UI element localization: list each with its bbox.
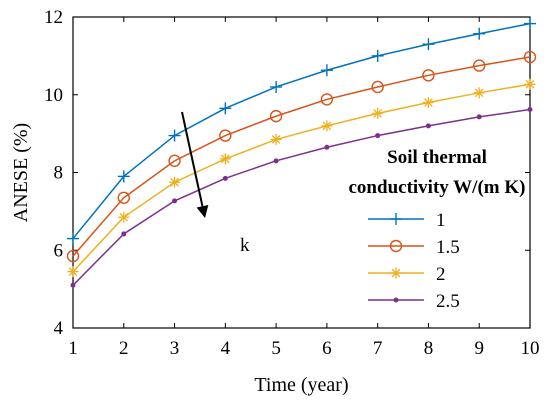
legend-label: 1.5 [436,237,460,258]
legend-title-line2: conductivity W/(m K) [349,177,526,198]
data-point [269,109,283,123]
data-point [168,154,181,168]
series-2-5 [70,107,533,288]
data-point [527,107,533,113]
data-point [67,232,79,245]
data-point [523,50,537,64]
data-point [219,153,231,165]
series-line [72,83,531,273]
legend-marker [389,239,403,253]
legend-entry-2: 2 [368,264,446,285]
x-tick-label: 5 [271,338,281,359]
legend-marker [390,267,402,279]
data-point [324,144,330,150]
x-tick-label: 7 [373,338,383,359]
data-point [270,80,283,93]
data-point [222,175,228,181]
legend-label: 1 [436,210,446,231]
data-point [524,78,536,90]
annotation-arrow [181,111,204,207]
data-point [422,38,435,51]
data-point [371,49,384,62]
data-point [473,87,485,99]
y-tick-label: 4 [54,318,64,339]
annotation-arrow-head [196,205,209,218]
legend-entry-1: 1 [368,210,446,231]
data-point [67,266,79,278]
data-point [117,170,130,183]
series-line [72,22,531,240]
x-tick-label: 2 [119,338,129,359]
data-point [320,93,334,106]
data-point [422,97,434,109]
x-tick-label: 9 [474,338,484,359]
data-point [117,191,130,204]
x-tick-label: 3 [170,338,180,359]
legend-label: 2 [436,264,446,285]
data-point [473,59,486,72]
data-point [169,176,181,188]
y-tick-label: 6 [54,240,64,261]
data-point [121,231,127,237]
plot-series [66,17,537,288]
legend: Soil thermal conductivity W/(m K) 1 1.5 2 2… [349,147,526,312]
legend-entry-1-5: 1.5 [368,237,460,258]
series-2 [67,78,536,278]
legend-entry-2-5: 2.5 [368,291,460,312]
series-1 [67,17,536,245]
annotation: k [181,111,250,256]
series-line [72,56,531,257]
legend-title-line1: Soil thermal [387,147,487,168]
y-tick-label: 8 [54,163,64,184]
legend-marker [393,297,399,303]
x-tick-label: 1 [68,338,78,359]
x-axis-label: Time (year) [254,374,348,396]
data-point [219,129,232,142]
data-point [524,17,536,30]
series-1-5 [66,50,537,263]
x-tick-label: 10 [521,338,540,359]
data-point [476,114,482,120]
data-point [70,282,76,288]
data-point [321,120,333,132]
data-point [219,102,232,115]
plot-frame [72,16,531,329]
legend-marker [390,213,402,225]
series-line [72,108,531,286]
data-point [168,129,181,142]
data-point [320,64,333,77]
data-point [372,107,384,119]
y-tick-label: 10 [44,85,63,106]
data-point [270,133,282,145]
data-point [375,133,381,139]
x-tick-label: 8 [424,338,434,359]
data-point [422,69,435,82]
data-point [273,158,279,164]
annotation-k-label: k [240,235,250,256]
y-axis-label: ANESE (%) [10,123,32,222]
x-tick-label: 6 [322,338,332,359]
data-point [425,123,431,129]
y-tick-label: 12 [44,7,63,28]
x-tick-label: 4 [221,338,231,359]
data-point [172,198,178,204]
legend-label: 2.5 [436,291,460,312]
data-point [473,27,486,40]
data-point [66,249,80,263]
data-point [118,211,130,223]
data-point [371,80,384,94]
